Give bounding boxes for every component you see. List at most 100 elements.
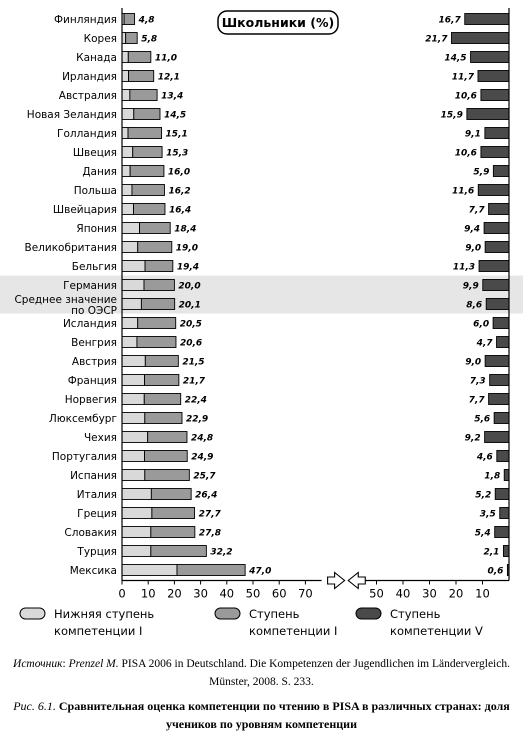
bar-level-1 [150, 488, 192, 500]
bar-lower-level [121, 507, 153, 519]
bar-level-5 [492, 165, 510, 177]
total-value-label: 24,8 [191, 434, 213, 444]
level-5-value-label: 11,7 [452, 73, 475, 83]
bar-level-1 [143, 393, 182, 405]
country-label: Греция [77, 508, 117, 520]
bar-lower-level [121, 545, 152, 557]
bar-lower-level [121, 564, 178, 576]
legend-swatch [355, 607, 382, 620]
bar-level-5 [494, 488, 510, 500]
country-label: Польша [74, 185, 117, 197]
bar-lower-level [121, 450, 145, 462]
country-label: Норвегия [65, 394, 117, 406]
country-label: Германия [63, 280, 117, 292]
country-label: Дания [82, 166, 117, 178]
source-note: Источник: Prenzel M. PISA 2006 in Deutsc… [13, 658, 510, 688]
total-value-label: 20,6 [180, 339, 202, 349]
bar-level-5 [484, 127, 510, 139]
left-arrow-icon [347, 571, 366, 590]
bar-level-1 [144, 450, 188, 462]
country-label: Бельгия [72, 261, 117, 273]
country-label: Словакия [64, 527, 117, 539]
level-5-value-label: 7,7 [469, 206, 486, 216]
level-5-value-label: 10,6 [455, 92, 477, 102]
left-axis-tick-label: 20 [167, 587, 182, 601]
bar-level-5 [480, 146, 510, 158]
legend-label-line1: Ступень [390, 607, 441, 621]
bar-level-1 [137, 241, 173, 253]
bar-lower-level [121, 431, 149, 443]
country-label: Венгрия [71, 337, 117, 349]
bar-level-5 [489, 374, 510, 386]
bar-level-5 [496, 450, 510, 462]
legend-swatch [214, 607, 241, 620]
total-value-label: 19,0 [176, 244, 198, 254]
left-bars: 4,8 5,8 11,0 12,1 13,4 14,5 15,1 15,3 16,0 16,2 16… [121, 13, 271, 577]
source-text: PISA 2006 in Deutschland. Die Kompetenze… [121, 658, 510, 688]
bar-level-1 [143, 279, 175, 291]
country-label: Австрия [72, 356, 117, 368]
country-label: Голландия [57, 128, 117, 140]
bar-level-5 [484, 355, 510, 367]
bar-level-1 [133, 203, 166, 215]
country-label: Ирландия [62, 71, 117, 83]
bar-level-5 [464, 13, 510, 25]
total-value-label: 21,5 [182, 358, 204, 368]
left-axis-tick-label: 10 [141, 587, 156, 601]
level-5-value-label: 16,7 [439, 16, 462, 26]
bar-level-5 [477, 184, 510, 196]
level-5-value-label: 21,7 [425, 35, 448, 45]
bar-lower-level [121, 374, 145, 386]
bar-level-1 [131, 184, 165, 196]
bar-level-1 [139, 222, 171, 234]
legend: Нижняя ступень компетенции I Ступень компет… [19, 607, 483, 638]
bar-lower-level [121, 488, 152, 500]
left-axis-tick-label: 30 [193, 587, 208, 601]
bar-level-5 [482, 279, 510, 291]
bar-level-5 [483, 222, 510, 234]
bar-level-1 [147, 431, 188, 443]
left-axis-tick-label: 60 [272, 587, 287, 601]
bar-level-1 [176, 564, 246, 576]
level-5-value-label: 9,0 [465, 244, 481, 254]
right-axis-tick-label: 30 [422, 587, 437, 601]
total-value-label: 5,8 [141, 35, 157, 45]
country-label: Корея [84, 33, 117, 45]
bar-lower-level [121, 146, 134, 158]
right-axis-tick-label: 50 [369, 587, 384, 601]
level-5-value-label: 9,1 [465, 130, 481, 140]
bar-level-5 [499, 507, 510, 519]
total-value-label: 16,4 [169, 206, 191, 216]
right-axis-tick-label: 20 [449, 587, 464, 601]
legend-label-line2: компетенции V [390, 624, 483, 638]
level-5-value-label: 8,6 [466, 301, 482, 311]
bar-lower-level [121, 222, 141, 234]
bar-level-5 [488, 393, 510, 405]
level-5-value-label: 11,6 [452, 187, 474, 197]
bar-lower-level [121, 165, 131, 177]
country-labels: Финляндия Корея Канада Ирландия Австралия Нов… [14, 14, 117, 577]
bar-level-5 [480, 89, 510, 101]
level-5-value-label: 5,9 [473, 168, 489, 178]
bar-level-5 [488, 203, 510, 215]
level-5-value-label: 4,6 [476, 453, 493, 463]
bar-lower-level [121, 298, 142, 310]
left-axis-tick-label: 70 [298, 587, 313, 601]
bar-lower-level [121, 203, 134, 215]
bar-level-1 [127, 51, 152, 63]
level-5-value-label: 10,6 [455, 149, 477, 159]
bar-level-5 [451, 32, 510, 44]
total-value-label: 20,1 [179, 301, 201, 311]
bar-level-5 [466, 108, 510, 120]
country-label: Чехия [84, 432, 117, 444]
country-label: Франция [68, 375, 117, 387]
total-value-label: 14,5 [164, 111, 186, 121]
bar-level-5 [470, 51, 510, 63]
left-axis-tick-label: 50 [246, 587, 261, 601]
bar-lower-level [121, 89, 131, 101]
total-value-label: 16,0 [168, 168, 190, 178]
total-value-label: 13,4 [161, 92, 183, 102]
figure-number: Рис. 6.1. [13, 699, 56, 713]
right-axis-tick-label: 10 [475, 587, 490, 601]
country-label: Япония [76, 223, 117, 235]
